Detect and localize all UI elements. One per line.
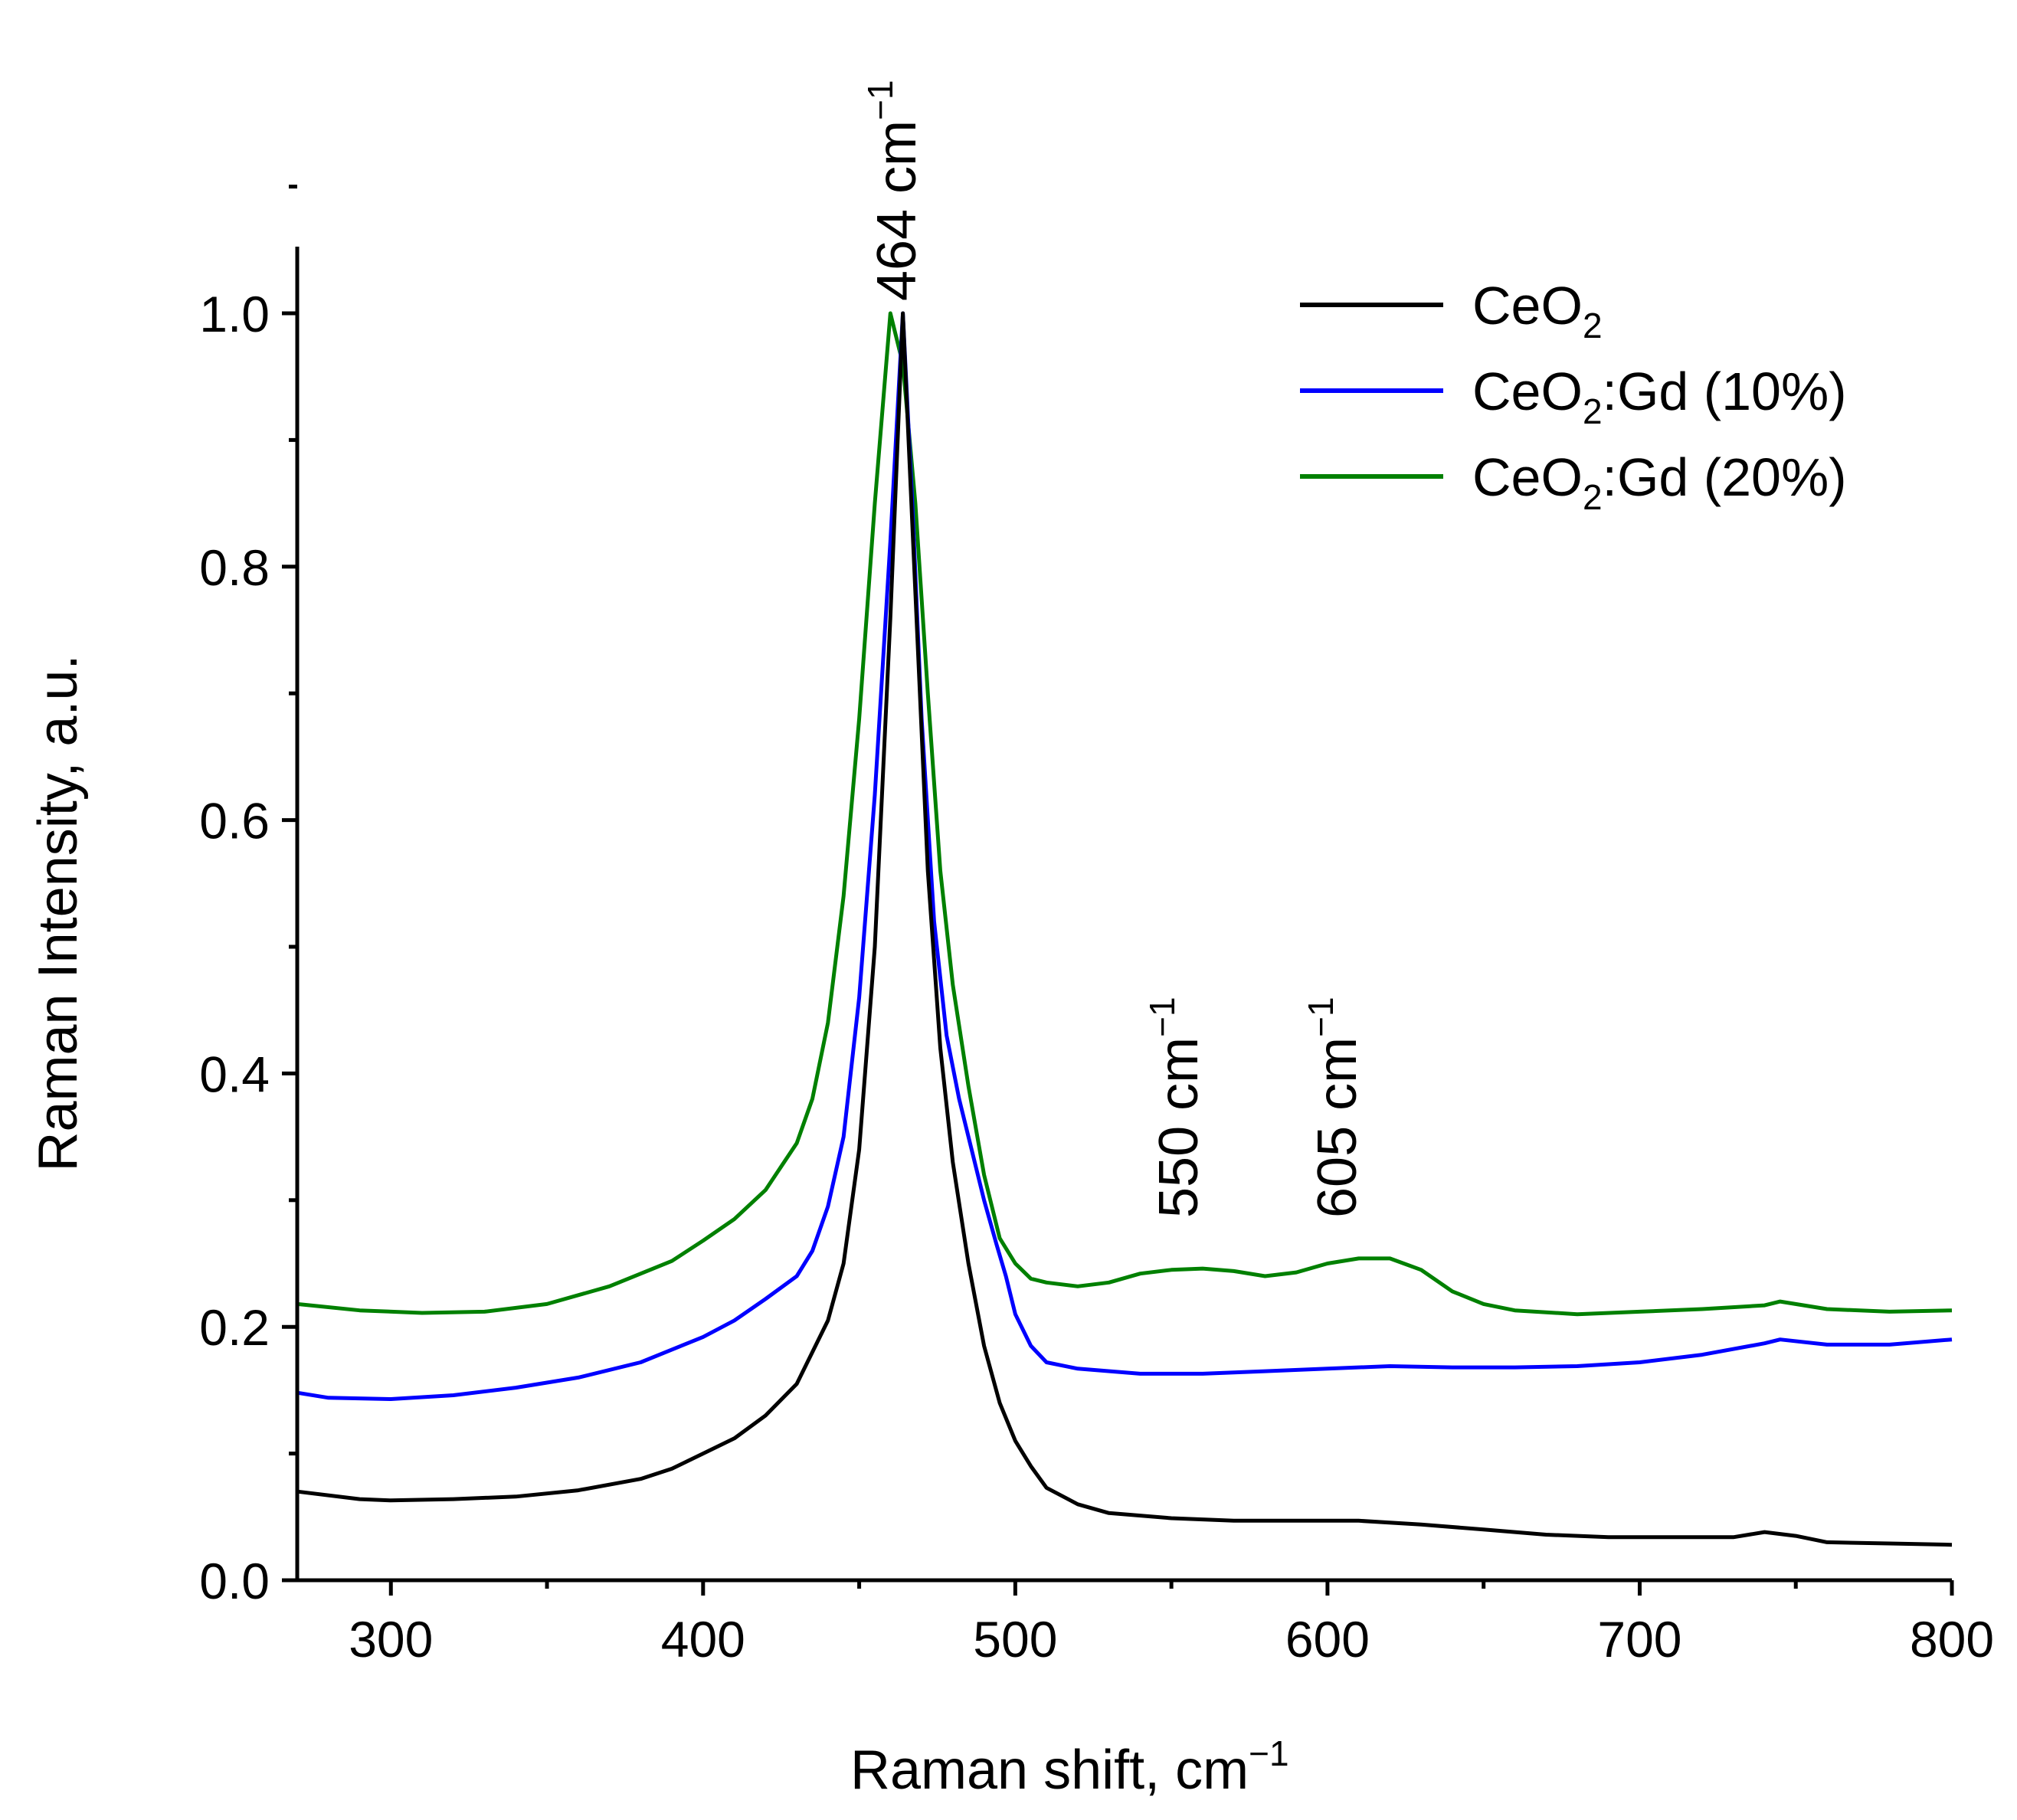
annotation-label: 464 cm−1 (860, 80, 928, 301)
series-line-2 (296, 311, 1953, 1317)
y-tick-label: 0.6 (199, 793, 270, 849)
x-tick-label: 800 (1910, 1611, 1994, 1668)
annotation-label: 550 cm−1 (1142, 997, 1210, 1218)
series-line-1 (296, 311, 1953, 1401)
x-tick-label: 300 (349, 1611, 433, 1668)
y-axis-label: Raman Intensity, a.u. (28, 655, 89, 1172)
annotations: 464 cm−1 550 cm−1 605 cm−1 (860, 80, 1368, 1218)
x-ticks: 300 400 500 600 700 800 (349, 1580, 1994, 1668)
y-tick-label: 0.4 (199, 1046, 270, 1102)
y-tick-label: 0.0 (199, 1553, 270, 1609)
annotation-label: 605 cm−1 (1301, 997, 1368, 1218)
x-tick-label: 400 (661, 1611, 745, 1668)
x-tick-label: 600 (1285, 1611, 1370, 1668)
y-tick-label: 0.2 (199, 1299, 270, 1356)
legend-label-1: CeO2:Gd (10%) (1472, 362, 1847, 431)
legend-label-2: CeO2:Gd (20%) (1472, 447, 1847, 517)
series-layer (296, 311, 1953, 1547)
y-tick-label: 0.8 (199, 539, 270, 596)
x-tick-label: 500 (973, 1611, 1057, 1668)
y-tick-label: 1.0 (199, 286, 270, 342)
x-tick-label: 700 (1597, 1611, 1681, 1668)
series-line-0 (296, 311, 1953, 1547)
y-ticks: 0.0 0.2 0.4 0.6 0.8 1.0 (199, 185, 297, 1609)
legend-label-0: CeO2 (1472, 276, 1603, 345)
x-axis-label: Raman shift, cm−1 (850, 1733, 1289, 1801)
legend: CeO2 CeO2:Gd (10%) CeO2:Gd (20%) (1300, 276, 1847, 517)
